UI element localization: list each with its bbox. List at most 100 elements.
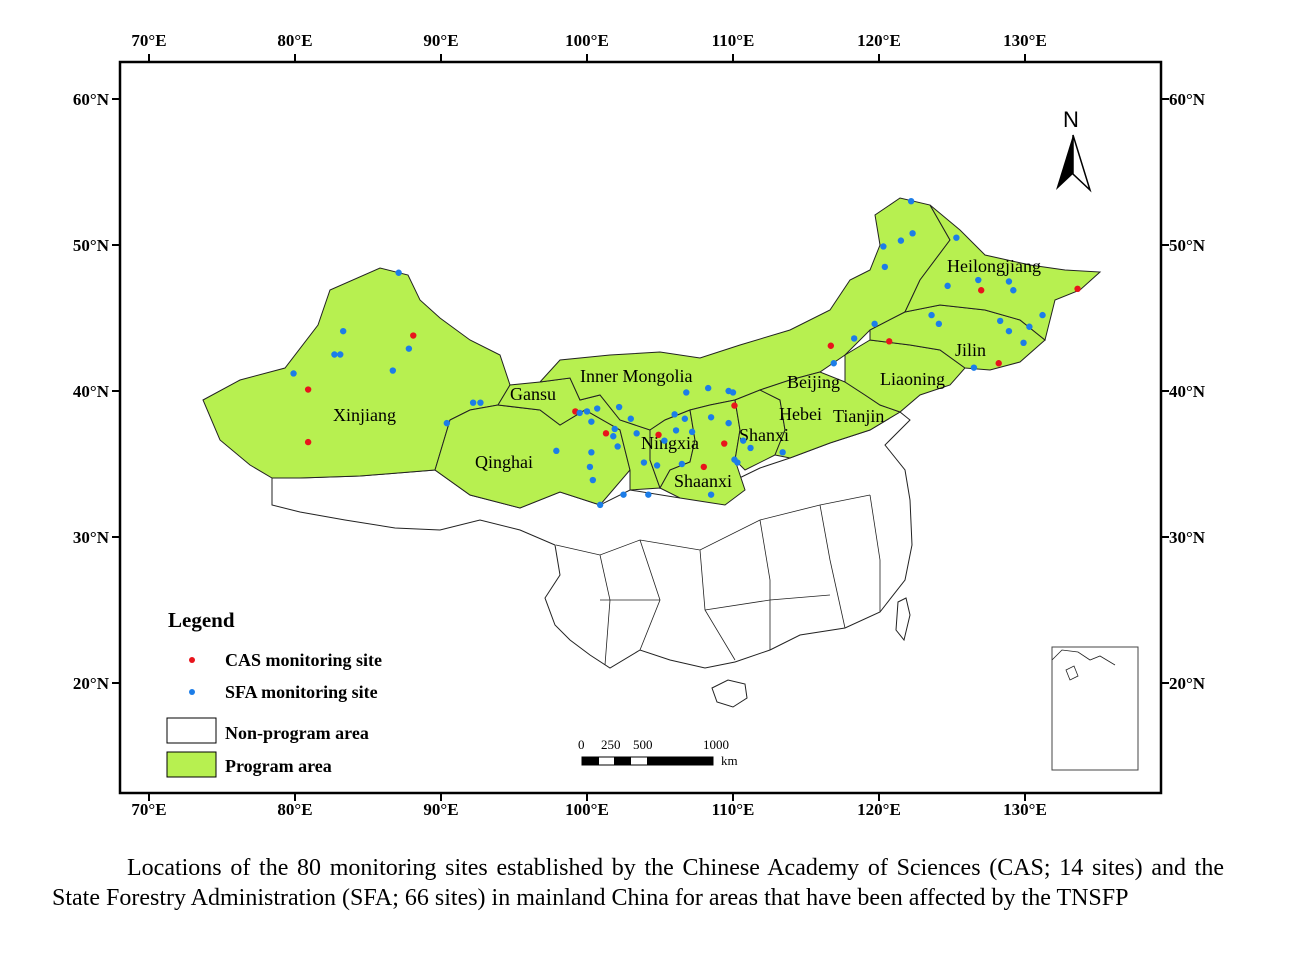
lon-tick-label-bottom: 120°E <box>857 800 901 819</box>
sfa-monitoring-site <box>469 399 477 406</box>
sfa-monitoring-site <box>683 389 690 396</box>
sfa-monitoring-site <box>405 345 413 352</box>
sfa-monitoring-site <box>850 335 858 342</box>
program-area <box>202 197 1102 509</box>
label-xinjiang: Xinjiang <box>333 405 396 425</box>
sfa-monitoring-site <box>953 234 960 241</box>
scale-label-1000: 1000 <box>703 737 729 752</box>
sfa-monitoring-site <box>880 243 887 250</box>
lat-tick-label-right: 20°N <box>1169 674 1206 693</box>
sfa-monitoring-site <box>871 320 878 328</box>
legend-program-label: Program area <box>225 756 332 776</box>
sfa-monitoring-site <box>583 408 591 415</box>
sfa-monitoring-site <box>1039 311 1046 319</box>
lat-tick-label-right: 60°N <box>1169 90 1206 109</box>
scale-unit: km <box>721 753 738 768</box>
sfa-monitoring-site <box>671 411 678 418</box>
label-jilin: Jilin <box>955 340 986 360</box>
cas-monitoring-site <box>731 402 738 409</box>
sfa-monitoring-site <box>1020 339 1027 347</box>
scale-label-0: 0 <box>578 737 585 752</box>
lon-tick-label-top: 100°E <box>565 31 609 50</box>
sfa-monitoring-site <box>339 327 347 335</box>
lon-tick-label-top: 80°E <box>277 31 312 50</box>
legend-sfa-label: SFA monitoring site <box>225 682 378 702</box>
legend-cas-label: CAS monitoring site <box>225 650 382 670</box>
lon-tick-label-top: 90°E <box>423 31 458 50</box>
lat-tick-label-left: 40°N <box>73 382 110 401</box>
sfa-monitoring-site <box>443 419 451 427</box>
legend: Legend CAS monitoring site SFA monitorin… <box>166 608 382 778</box>
legend-non-program-label: Non-program area <box>225 723 369 743</box>
inset-coastline <box>1051 649 1116 681</box>
sfa-monitoring-site <box>1010 287 1017 294</box>
legend-program-swatch <box>166 751 217 778</box>
cas-monitoring-site <box>721 440 728 447</box>
inset-map <box>1051 646 1139 771</box>
label-heilongjiang: Heilongjiang <box>947 256 1041 276</box>
cas-monitoring-site <box>886 338 893 345</box>
sfa-monitoring-site <box>681 415 689 422</box>
cas-monitoring-site <box>1074 285 1081 292</box>
province-labels: Heilongjiang Jilin Liaoning Beijing Tian… <box>333 256 1041 491</box>
legend-title: Legend <box>168 608 235 632</box>
lon-tick-label-bottom: 90°E <box>423 800 458 819</box>
xinjiang-region <box>202 267 511 479</box>
label-shaanxi: Shaanxi <box>674 471 732 491</box>
sfa-monitoring-site <box>588 449 595 456</box>
lon-tick-label-bottom: 130°E <box>1003 800 1047 819</box>
sfa-monitoring-site <box>928 311 935 319</box>
lat-tick-label-left: 60°N <box>73 90 110 109</box>
sfa-monitoring-site <box>661 437 668 444</box>
sfa-monitoring-site <box>944 282 951 290</box>
sfa-monitoring-site <box>611 425 618 433</box>
sfa-monitoring-site <box>331 351 338 358</box>
lat-tick-label-left: 50°N <box>73 236 110 255</box>
cas-monitoring-site <box>978 287 985 294</box>
figure-caption: Locations of the 80 monitoring sites est… <box>52 855 1224 911</box>
sfa-monitoring-site <box>615 403 623 411</box>
lat-tick-label-right: 50°N <box>1169 236 1206 255</box>
sfa-monitoring-site <box>614 443 621 450</box>
sfa-monitoring-site <box>779 449 786 456</box>
sfa-monitoring-site <box>594 405 601 412</box>
sfa-monitoring-site <box>1026 323 1033 330</box>
label-ningxia: Ningxia <box>641 433 699 453</box>
sfa-monitoring-site <box>731 456 738 463</box>
sfa-monitoring-site <box>725 419 732 427</box>
sfa-monitoring-site <box>553 447 560 455</box>
sfa-monitoring-site <box>620 491 627 498</box>
cas-monitoring-site <box>304 386 312 393</box>
lat-tick-label-right: 40°N <box>1169 382 1206 401</box>
legend-non-program-swatch <box>166 717 217 744</box>
sfa-monitoring-site <box>477 399 484 406</box>
sfa-sites <box>290 198 1046 509</box>
hebei-region <box>758 371 902 459</box>
sfa-monitoring-site <box>1005 278 1013 285</box>
sfa-monitoring-site <box>395 269 402 276</box>
sfa-monitoring-site <box>645 491 652 498</box>
sfa-monitoring-site <box>596 501 604 509</box>
sfa-monitoring-site <box>337 351 344 358</box>
sfa-monitoring-site <box>672 427 680 434</box>
label-gansu: Gansu <box>510 384 556 404</box>
cas-monitoring-site <box>410 332 417 339</box>
scale-bar-segment-3 <box>647 757 713 765</box>
sfa-monitoring-site <box>688 428 696 436</box>
label-beijing: Beijing <box>787 372 840 392</box>
label-qinghai: Qinghai <box>475 452 533 472</box>
sfa-monitoring-site <box>996 317 1004 325</box>
north-arrow-right-half <box>1072 134 1092 193</box>
north-arrow: N <box>1056 107 1092 193</box>
hainan-island <box>711 679 748 708</box>
sfa-monitoring-site <box>653 462 661 469</box>
taiwan-island <box>895 597 911 642</box>
sfa-monitoring-site <box>830 360 837 367</box>
cas-monitoring-site <box>602 430 610 437</box>
label-inner-mongolia: Inner Mongolia <box>580 366 692 386</box>
longitude-ticks: 70°E 70°E 80°E 80°E 90°E 90°E 100°E 100°E 110°E 1… <box>131 31 1046 819</box>
sfa-monitoring-site <box>1005 327 1013 335</box>
lon-tick-label-bottom: 70°E <box>131 800 166 819</box>
north-arrow-label: N <box>1063 107 1079 132</box>
lon-tick-label-top: 110°E <box>712 31 755 50</box>
